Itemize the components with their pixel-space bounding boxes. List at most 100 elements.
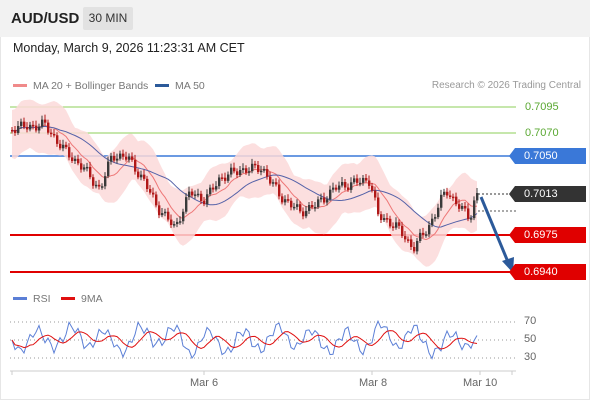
candle-body (428, 225, 431, 235)
candle-body (380, 214, 383, 221)
candle-body (404, 236, 407, 240)
candle-body (374, 190, 377, 198)
resistance-label-1: 0.7095 (525, 101, 559, 113)
candle-body (320, 197, 323, 200)
pivot-badge-text: 0.7050 (524, 150, 558, 162)
legend-ma50-label: MA 50 (175, 80, 205, 92)
candle-body (299, 204, 302, 212)
candle-body (218, 177, 221, 187)
candle-body (227, 174, 230, 181)
candle-body (188, 191, 191, 198)
candle-body (245, 168, 248, 173)
candle-body (317, 199, 320, 208)
candle-body (413, 246, 416, 252)
candle-body (284, 199, 287, 203)
legend-ma20-label: MA 20 + Bollinger Bands (33, 80, 149, 92)
candle-body (185, 197, 188, 212)
candle-body (116, 158, 119, 161)
candle-body (86, 166, 89, 169)
timeframe-button[interactable]: 30 MIN (83, 7, 133, 30)
candle-body (452, 196, 455, 199)
candle-body (41, 119, 44, 127)
candle-body (269, 176, 272, 184)
candle-body (143, 174, 146, 179)
bollinger-band (12, 99, 477, 267)
candle-body (359, 182, 362, 185)
candle-body (74, 158, 77, 162)
candle-body (62, 144, 65, 149)
candle-body (344, 182, 347, 188)
candle-body (149, 189, 152, 193)
candle-body (389, 218, 392, 227)
candle-body (425, 234, 428, 236)
chart-header: AUD/USD 30 MIN (0, 0, 590, 37)
ma50-swatch-icon (155, 83, 169, 87)
candle-body (293, 206, 296, 209)
last-price-badge: 0.7013 (509, 186, 586, 202)
candle-body (338, 185, 341, 190)
candle-body (23, 121, 26, 128)
candle-body (65, 144, 68, 148)
candle-body (323, 197, 326, 203)
candle-body (29, 124, 32, 130)
candle-body (242, 168, 245, 170)
candle-body (260, 170, 263, 173)
candle-body (137, 171, 140, 178)
candle-body (398, 222, 401, 226)
rsi-tick-70: 70 (524, 315, 537, 327)
candle-body (38, 126, 41, 131)
candle-body (464, 205, 467, 209)
candle-body (203, 200, 206, 205)
candle-body (194, 194, 197, 196)
candle-body (455, 196, 458, 205)
candle-body (53, 133, 56, 136)
candle-body (311, 205, 314, 208)
forecast-arrow (479, 196, 510, 263)
candle-body (386, 218, 389, 220)
candle-body (290, 200, 293, 208)
candle-body (446, 191, 449, 196)
candle-body (83, 167, 86, 170)
candle-body (17, 125, 20, 133)
ma9-swatch-icon (61, 297, 75, 300)
candle-body (122, 153, 125, 157)
candle-body (401, 225, 404, 237)
candle-body (266, 169, 269, 177)
candle-body (35, 125, 38, 131)
candle-body (308, 205, 311, 211)
candle-body (128, 156, 131, 160)
timestamp: Monday, March 9, 2026 11:23:31 AM CET (13, 41, 245, 55)
legend-ma50: MA 50 (155, 80, 205, 92)
candle-body (92, 177, 95, 186)
candle-body (281, 196, 284, 203)
candle-body (110, 155, 113, 162)
support-badge-1-text: 0.6975 (524, 229, 558, 241)
candle-body (254, 163, 257, 166)
candle-body (341, 182, 344, 186)
candle-body (224, 177, 227, 181)
ma9-legend-label: 9MA (81, 293, 103, 305)
candle-body (407, 239, 410, 241)
candle-body (236, 171, 239, 175)
candle-body (95, 184, 98, 187)
candle-body (47, 122, 50, 133)
candle-body (221, 177, 224, 179)
candle-body (89, 166, 92, 178)
candle-body (470, 218, 473, 220)
candle-body (410, 239, 413, 247)
last-price-text: 0.7013 (524, 188, 558, 200)
candle-body (416, 240, 419, 252)
candle-body (113, 155, 116, 161)
candle-body (182, 211, 185, 222)
candle-body (392, 226, 395, 228)
candle-body (161, 213, 164, 216)
candle-body (215, 186, 218, 190)
candle-body (302, 211, 305, 217)
candle-body (422, 232, 425, 235)
candle-body (332, 187, 335, 190)
candle-body (50, 132, 53, 135)
support-badge-2: 0.6940 (509, 264, 586, 280)
candle-body (365, 177, 368, 181)
candle-body (440, 194, 443, 208)
